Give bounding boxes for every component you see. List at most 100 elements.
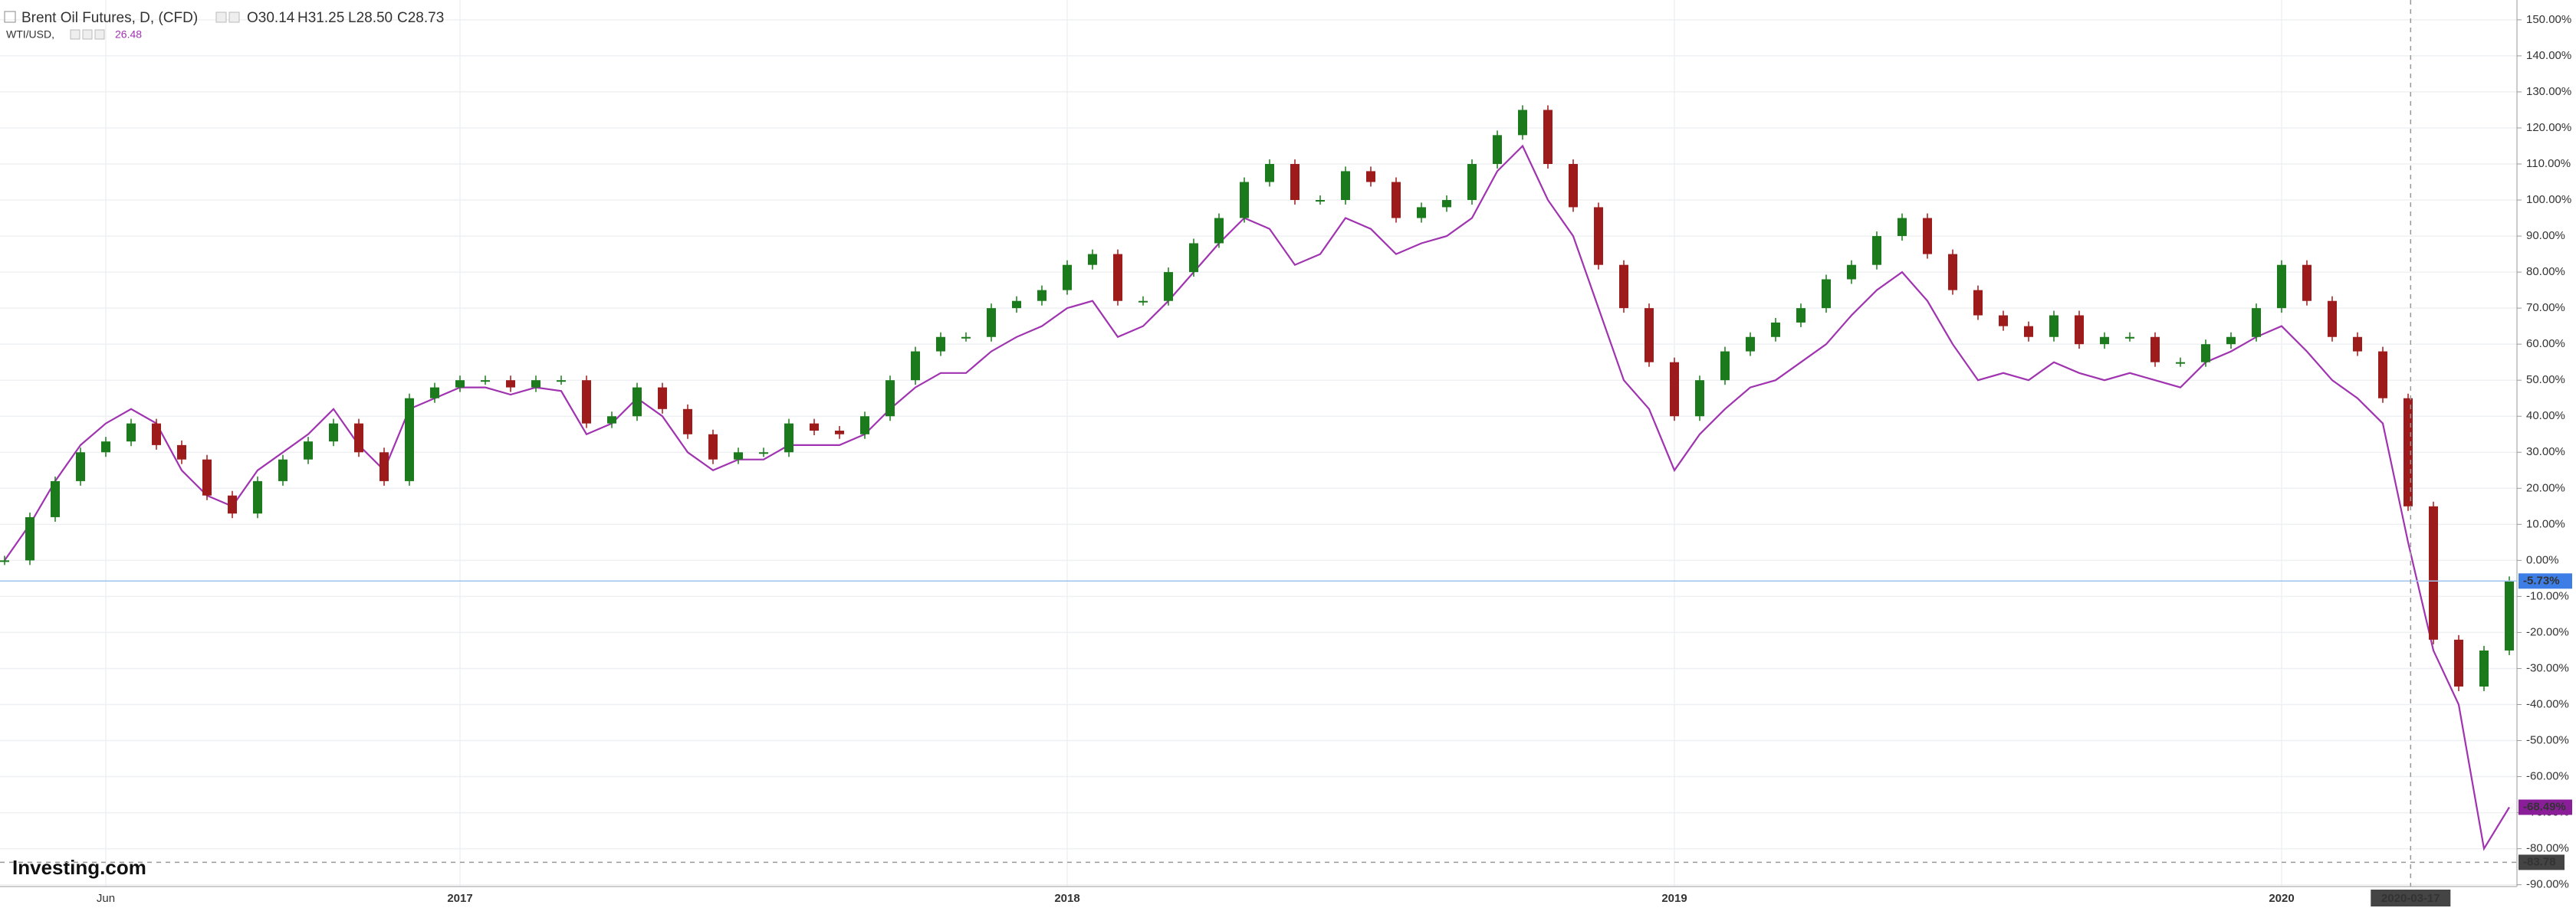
- candle: [734, 452, 743, 460]
- candle: [1543, 110, 1552, 164]
- candle: [1164, 272, 1173, 301]
- candle: [1417, 207, 1426, 218]
- candle: [1493, 135, 1502, 164]
- candle: [1316, 200, 1325, 202]
- y-tick-label: -10.00%: [2526, 589, 2569, 602]
- candle: [961, 336, 971, 339]
- candle: [2176, 362, 2185, 364]
- candle: [708, 434, 718, 460]
- candle: [1619, 264, 1628, 309]
- candle: [911, 351, 920, 381]
- x-tick-label: 2019: [1661, 892, 1687, 905]
- candle: [1847, 264, 1856, 280]
- candle: [2454, 639, 2463, 687]
- y-tick-label: 110.00%: [2526, 157, 2571, 170]
- candle: [810, 423, 819, 431]
- hide-icon[interactable]: [82, 29, 93, 40]
- candle: [582, 380, 591, 424]
- candle: [2049, 315, 2058, 337]
- logo: Investing.com: [12, 856, 146, 879]
- y-tick-label: -50.00%: [2526, 733, 2569, 746]
- collapse-icon[interactable]: [4, 11, 16, 23]
- candle: [1214, 218, 1224, 244]
- candle: [1670, 362, 1679, 417]
- candle: [1442, 200, 1451, 208]
- candle: [1341, 171, 1350, 201]
- candle: [658, 387, 667, 409]
- y-tick-label: 30.00%: [2526, 445, 2565, 458]
- candle: [2100, 336, 2109, 345]
- candle: [1796, 308, 1806, 323]
- candle: [1948, 254, 1957, 290]
- y-tick-label: 20.00%: [2526, 481, 2565, 494]
- candle: [1189, 243, 1198, 273]
- candle: [430, 387, 439, 398]
- candle: [1240, 182, 1249, 218]
- candle: [2201, 344, 2210, 362]
- candle: [76, 452, 85, 481]
- x-tick-label: 2017: [447, 892, 472, 905]
- candle: [632, 387, 642, 417]
- close-value: C28.73: [397, 10, 444, 26]
- last-value-tag: [2518, 573, 2572, 589]
- candle: [1265, 163, 1274, 182]
- candle: [2252, 308, 2261, 337]
- candle: [152, 423, 161, 445]
- second-value: 26.48: [115, 28, 142, 41]
- candle: [886, 380, 895, 417]
- candle: [2024, 326, 2033, 337]
- crosshair-y-tag: [2518, 854, 2564, 870]
- candle: [481, 380, 490, 382]
- candle: [2075, 315, 2084, 345]
- settings-icon[interactable]: [70, 29, 80, 40]
- y-tick-label: 80.00%: [2526, 265, 2565, 278]
- candle: [1872, 236, 1881, 265]
- candle: [2378, 351, 2387, 398]
- candle: [2479, 650, 2489, 687]
- candle: [0, 560, 9, 562]
- settings-icon[interactable]: [215, 11, 227, 23]
- last-value-label: -5.73%: [2523, 574, 2560, 587]
- grid: [0, 0, 2517, 887]
- crosshair-y-label: -83.78: [2523, 855, 2556, 868]
- candle: [683, 408, 692, 434]
- candle: [329, 423, 338, 442]
- candle: [2328, 300, 2337, 337]
- candle: [228, 495, 237, 514]
- candle: [1063, 264, 1072, 290]
- candle: [557, 380, 566, 382]
- close-icon[interactable]: [228, 11, 240, 23]
- last-value-label: -68.49%: [2523, 800, 2566, 813]
- candle: [253, 480, 262, 514]
- close-icon[interactable]: [94, 29, 105, 40]
- crosshair-x-label: 2020-03-17: [2381, 892, 2440, 905]
- candle: [860, 416, 869, 434]
- candle: [835, 431, 844, 434]
- candle: [25, 516, 34, 561]
- low-value: L28.50: [348, 10, 393, 26]
- candle: [987, 308, 996, 337]
- candle: [1771, 322, 1780, 337]
- candle: [1594, 207, 1603, 265]
- candle: [2277, 264, 2286, 309]
- x-tick-label: 2018: [1054, 892, 1079, 905]
- candle: [607, 416, 616, 424]
- second-symbol: WTI/USD,: [6, 28, 54, 41]
- candle: [2226, 336, 2236, 345]
- y-tick-label: 140.00%: [2526, 49, 2571, 62]
- candle: [1113, 254, 1122, 301]
- candle: [2125, 336, 2134, 339]
- candle: [1037, 290, 1046, 301]
- candle: [354, 423, 363, 453]
- x-tick-label: Jun: [97, 892, 115, 905]
- series-line: [4, 144, 2510, 851]
- candle: [2404, 398, 2413, 506]
- candle: [784, 423, 794, 453]
- candle: [2302, 264, 2312, 301]
- y-tick-label: 100.00%: [2526, 193, 2571, 206]
- y-tick-label: -60.00%: [2526, 770, 2569, 783]
- candle: [1746, 336, 1755, 352]
- candle: [1923, 218, 1932, 254]
- open-value: O30.14: [247, 10, 295, 26]
- candle: [1822, 279, 1831, 309]
